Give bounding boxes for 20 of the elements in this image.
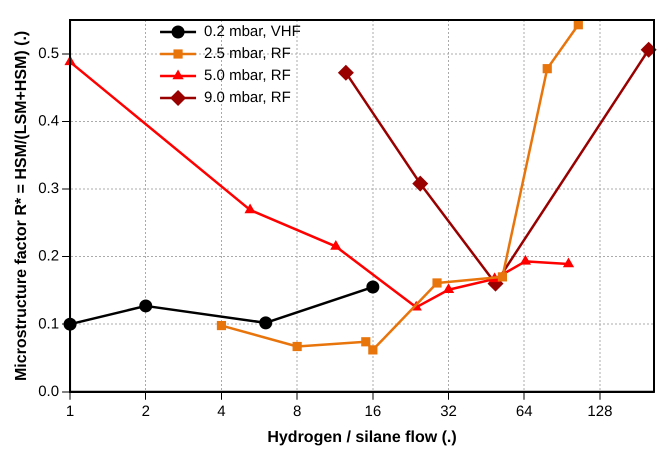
- y-tick-label: 0.1: [38, 315, 60, 332]
- y-tick-label: 0.5: [38, 44, 60, 62]
- y-tick-label: 0.3: [38, 180, 60, 198]
- x-tick-label: 1: [66, 402, 74, 420]
- x-tick-label: 8: [292, 402, 302, 420]
- legend-label: 9.0 mbar, RF: [204, 89, 291, 106]
- x-tick-label: 64: [516, 402, 533, 420]
- legend-label: 5.0 mbar, RF: [204, 67, 291, 84]
- legend-label: 0.2 mbar, VHF: [204, 23, 301, 40]
- x-axis-title: Hydrogen / silane flow (.): [267, 428, 457, 446]
- y-tick-label: 0.4: [38, 112, 60, 130]
- x-tick-label: 128: [587, 402, 612, 420]
- x-tick-label: 16: [364, 402, 382, 420]
- y-tick-label: 0.0: [38, 382, 60, 400]
- y-axis-title: Microstructure factor R* = HSM/(LSM+HSM) (.): [13, 30, 30, 382]
- x-tick-label: 4: [217, 402, 226, 420]
- x-tick-label: 2: [142, 402, 150, 420]
- legend-label: 2.5 mbar, RF: [204, 45, 291, 62]
- y-tick-label: 0.2: [38, 248, 60, 265]
- x-tick-label: 32: [440, 402, 457, 420]
